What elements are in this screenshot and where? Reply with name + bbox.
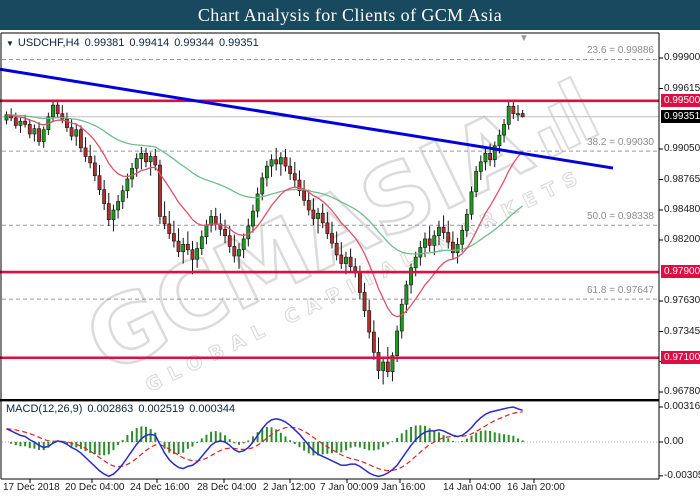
price-level-badge: 0.99500 — [661, 93, 700, 107]
price-tick-label: 0.97345 — [664, 325, 700, 337]
page-title: Chart Analysis for Clients of GCM Asia — [197, 5, 503, 25]
trendline[interactable] — [0, 67, 614, 170]
moving-averages-layer — [6, 114, 524, 318]
slow-ma-line — [6, 114, 524, 255]
macd-signal-line — [6, 411, 523, 472]
time-label: 9 Jan 16:00 — [373, 482, 426, 493]
price-tick-label: 0.98765 — [664, 173, 700, 185]
chart-shift-marker-icon: ▼ — [519, 33, 529, 44]
time-label: 20 Dec 04:00 — [65, 482, 125, 493]
fib-label: 38.2 = 0.99030 — [586, 137, 654, 149]
time-label: 24 Dec 16:00 — [130, 482, 190, 493]
time-label: 16 Jan 20:00 — [507, 482, 565, 493]
macd-hist-value: 0.000344 — [189, 403, 236, 415]
fast-ma-line — [6, 114, 524, 318]
time-label: 17 Dec 2018 — [3, 482, 60, 493]
macd-axis-label: -0.003056 — [664, 469, 700, 481]
price-tick-label: 0.96780 — [664, 385, 700, 397]
price-level-badge: 0.97900 — [661, 265, 700, 279]
price-tick-label: 0.98480 — [664, 204, 700, 215]
macd-signal-value: 0.002519 — [138, 403, 185, 415]
open-value: 0.99381 — [84, 37, 125, 49]
macd-histogram-layer — [10, 425, 524, 456]
macd-value: 0.002863 — [87, 403, 134, 415]
price-tick-label: 0.99615 — [664, 82, 700, 94]
time-label: 14 Jan 04:00 — [443, 482, 501, 493]
macd-axis-label: 0.00 — [664, 436, 684, 447]
chart-ohlc-header: ▼ USDCHF,H4 0.99381 0.99414 0.99344 0.99351 — [6, 37, 264, 49]
macd-lines-layer — [6, 406, 523, 478]
macd-header: MACD(12,26,9) 0.002863 0.002519 0.000344 — [6, 403, 240, 415]
macd-label: MACD(12,26,9) — [6, 403, 83, 415]
fib-label: 23.6 = 0.99886 — [586, 45, 654, 57]
chart-window: GCMASIA GLOBAL CAPITAL MARKETS ▼ USDCHF,H… — [0, 30, 700, 500]
panel-separator[interactable] — [0, 399, 659, 402]
symbol-dropdown-icon[interactable]: ▼ — [6, 39, 14, 48]
current-price-badge: 0.99351 — [661, 109, 700, 123]
price-tick-label: 0.98200 — [664, 233, 700, 245]
symbol-label: USDCHF,H4 — [17, 37, 80, 49]
fib-label: 50.0 = 0.98338 — [586, 211, 654, 223]
price-tick-label: 0.99050 — [664, 142, 700, 154]
time-label: 28 Dec 04:00 — [197, 482, 257, 493]
price-level-badge: 0.97100 — [661, 350, 700, 364]
time-label: 7 Jan 00:00 — [320, 482, 373, 493]
price-tick-label: 0.97630 — [664, 295, 700, 306]
macd-line — [6, 406, 523, 478]
price-tick-label: 0.99900 — [664, 52, 700, 63]
low-value: 0.99344 — [174, 37, 214, 49]
high-value: 0.99414 — [129, 37, 170, 49]
macd-axis-label: 0.003162 — [664, 400, 700, 412]
fib-label: 61.8 = 0.97647 — [586, 285, 654, 297]
candles-layer — [4, 100, 525, 385]
close-value: 0.99351 — [218, 37, 259, 49]
time-label: 2 Jan 12:00 — [263, 482, 316, 493]
title-bar: Chart Analysis for Clients of GCM Asia — [0, 0, 700, 30]
